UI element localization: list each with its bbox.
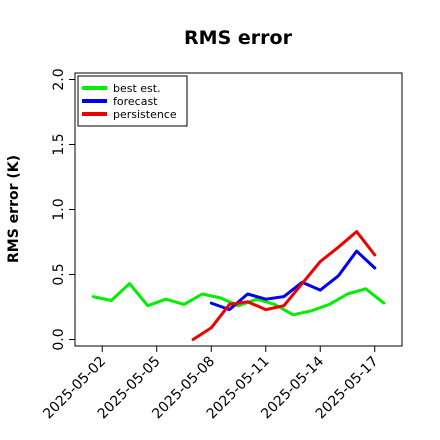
series-layer [91, 230, 386, 341]
chart-title: RMS error [184, 27, 293, 49]
legend-label-best-est: best est. [113, 82, 161, 95]
series-line-persistence [191, 230, 377, 341]
y-axis-label: RMS error (K) [6, 155, 22, 263]
y-tick-label: 0.5 [51, 263, 67, 285]
legend-label-persistence: persistence [113, 108, 177, 121]
series-line-forecast [209, 249, 377, 312]
y-tick-label: 2.0 [51, 68, 67, 90]
x-axis: 2025-05-022025-05-052025-05-082025-05-11… [40, 346, 382, 422]
legend-label-forecast: forecast [113, 95, 158, 108]
y-tick-label: 0.0 [51, 328, 67, 350]
y-axis: 0.0 0.5 1.0 1.5 2.0 [51, 68, 75, 351]
y-tick-label: 1.5 [51, 133, 67, 155]
y-tick-label: 1.0 [51, 198, 67, 220]
series-line-best-est [91, 282, 386, 317]
